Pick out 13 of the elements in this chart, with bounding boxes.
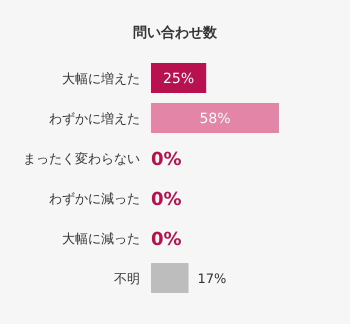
y-tick-label: 不明 [114,272,140,287]
data-label: 0% [151,189,182,210]
y-tick-label: 大幅に増えた [62,71,140,87]
y-tick-label: わずかに減った [49,192,140,207]
data-label: 25% [163,71,194,87]
y-tick-label: わずかに増えた [49,111,140,127]
data-label: 17% [198,272,226,287]
y-tick-label: まったく変わらない [23,151,140,167]
data-label: 0% [151,149,182,170]
y-tick-label: 大幅に減った [62,232,140,247]
data-label: 0% [151,229,182,250]
chart-title: 問い合わせ数 [133,25,218,41]
data-label: 58% [199,111,231,127]
